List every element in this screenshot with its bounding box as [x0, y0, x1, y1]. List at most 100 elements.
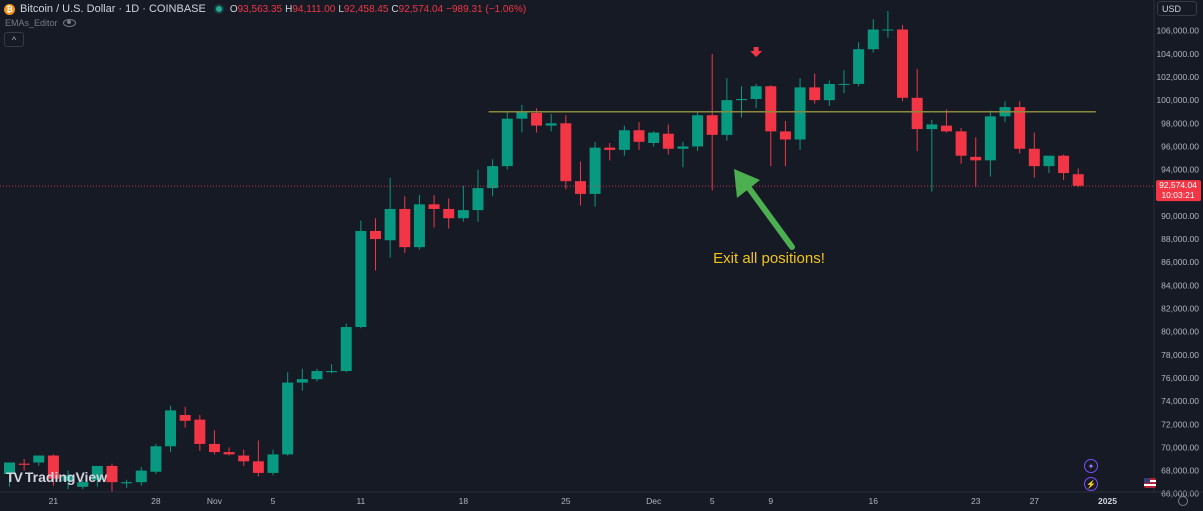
close-label: C	[391, 3, 399, 15]
candle-body	[370, 230, 381, 240]
candle	[853, 42, 865, 87]
candle	[794, 78, 806, 150]
time-tick-label: 28	[151, 496, 161, 506]
candle-body	[282, 382, 294, 455]
sell-signal-marker	[750, 46, 763, 57]
price-axis: 66,000.00 68,000.00 70,000.00 72,000.00 74,0…	[1153, 0, 1203, 511]
price-tick-label: 86,000.00	[1161, 257, 1199, 267]
candle-body	[677, 146, 689, 149]
candle-body	[487, 166, 499, 189]
candle	[472, 169, 484, 222]
sparkle-icon[interactable]: ✦	[1084, 459, 1098, 473]
candle	[355, 220, 367, 329]
candle-body	[413, 204, 425, 248]
candle-body	[867, 29, 879, 50]
time-tick-label: 16	[869, 496, 879, 506]
currency-selector[interactable]: USD	[1157, 1, 1197, 16]
bitcoin-icon: ₿	[4, 3, 15, 15]
candle	[487, 159, 499, 197]
candle	[165, 405, 177, 453]
candle	[823, 80, 835, 106]
high-label: H	[285, 3, 293, 15]
candle-body	[692, 115, 704, 147]
price-tick-label: 66,000.00	[1161, 489, 1199, 499]
candle	[589, 141, 601, 207]
candle-body	[779, 131, 791, 140]
indicator-name[interactable]: EMAs_Editor	[5, 18, 58, 28]
candle-body	[326, 371, 338, 373]
candle	[1043, 155, 1055, 174]
candle-body	[1014, 107, 1026, 149]
gear-icon[interactable]	[1178, 496, 1188, 506]
plot-area	[4, 11, 1084, 492]
price-tick-label: 96,000.00	[1161, 141, 1199, 151]
candle	[911, 68, 923, 152]
candle	[984, 110, 996, 177]
candle-body	[604, 147, 616, 150]
candle-body	[955, 131, 967, 156]
candle	[443, 198, 455, 229]
candle-body	[194, 419, 206, 444]
price-tick-label: 90,000.00	[1161, 211, 1199, 221]
candle-body	[428, 204, 440, 209]
candle	[77, 479, 89, 490]
candle-body	[721, 100, 733, 135]
candle-body	[706, 115, 718, 135]
candle	[1058, 154, 1070, 181]
candle-body	[223, 452, 235, 455]
candle	[106, 463, 118, 492]
candle	[4, 462, 15, 487]
candle-body	[574, 181, 586, 194]
candle-body	[355, 230, 367, 328]
candle	[267, 449, 279, 476]
candle-body	[940, 125, 952, 132]
eye-icon[interactable]	[62, 19, 76, 27]
candle	[677, 141, 689, 168]
candle-body	[897, 29, 909, 98]
candle	[574, 161, 586, 206]
candle-body	[662, 133, 674, 149]
time-axis: 21 28 Nov 5 11 18 25 Dec 5 9 16 23 27 2025	[0, 491, 1203, 506]
indicator-legend[interactable]: EMAs_Editor	[5, 18, 76, 28]
candle	[62, 470, 74, 490]
candle	[194, 415, 206, 451]
candle	[340, 323, 352, 373]
candle	[223, 447, 235, 456]
candle	[604, 142, 616, 161]
candle	[428, 195, 440, 228]
candle	[516, 104, 528, 133]
candle	[838, 70, 850, 94]
lightning-icon[interactable]: ⚡	[1084, 477, 1098, 491]
candle	[779, 120, 791, 167]
collapse-legend-button[interactable]: ^	[4, 32, 24, 47]
candle	[706, 53, 718, 191]
price-tick-label: 74,000.00	[1161, 396, 1199, 406]
candle-body	[736, 98, 747, 101]
price-change: −989.31 (−1.06%)	[446, 3, 527, 15]
price-tick-label: 102,000.00	[1156, 72, 1199, 82]
candle	[1014, 101, 1026, 154]
candle-body	[823, 83, 835, 101]
close-value: 92,574.04	[398, 3, 444, 15]
us-flag-icon[interactable]	[1144, 478, 1156, 488]
time-tick-label: 27	[1030, 496, 1040, 506]
candle-body	[62, 475, 74, 482]
time-tick-label: 5	[710, 496, 715, 506]
candle-body	[165, 410, 177, 447]
tradingview-logo[interactable]: TV TradingView	[6, 469, 107, 485]
price-tick-label: 72,000.00	[1161, 419, 1199, 429]
candle	[135, 467, 147, 486]
price-tick-label: 98,000.00	[1161, 118, 1199, 128]
symbol-title[interactable]: Bitcoin / U.S. Dollar · 1D · COINBASE	[20, 3, 206, 15]
candle-body	[984, 116, 996, 161]
candle	[648, 131, 660, 147]
price-tick-label: 94,000.00	[1161, 165, 1199, 175]
annotation-arrow-shaft	[743, 181, 795, 250]
candle	[1028, 132, 1040, 178]
candle	[252, 440, 264, 477]
candle	[940, 109, 952, 133]
candle	[208, 430, 220, 455]
price-tick-label: 104,000.00	[1156, 49, 1199, 59]
market-status-icon	[215, 6, 222, 12]
